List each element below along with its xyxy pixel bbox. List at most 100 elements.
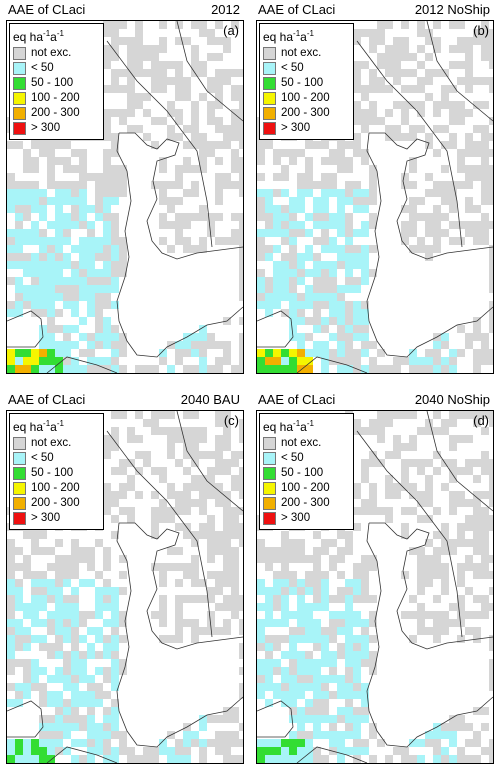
grid-cell [369, 555, 377, 563]
grid-cell [175, 109, 183, 117]
grid-cell [257, 277, 265, 285]
grid-cell [31, 635, 39, 643]
grid-cell [257, 643, 265, 651]
grid-cell [449, 547, 457, 555]
grid-cell [473, 595, 481, 603]
grid-cell [7, 181, 15, 189]
grid-cell [71, 603, 79, 611]
grid-cell [63, 341, 71, 349]
grid-cell [23, 571, 31, 579]
grid-cell [191, 53, 199, 61]
grid-cell [481, 539, 489, 547]
grid-cell [329, 691, 337, 699]
grid-cell [167, 197, 175, 205]
grid-cell [329, 555, 337, 563]
grid-cell [489, 739, 493, 747]
grid-cell [231, 571, 239, 579]
grid-cell [289, 237, 297, 245]
map-canvas [257, 411, 493, 763]
grid-cell [369, 213, 377, 221]
grid-cell [111, 627, 119, 635]
grid-cell [305, 365, 313, 373]
grid-cell [313, 603, 321, 611]
legend-swatch [263, 62, 276, 75]
grid-cell [183, 85, 191, 93]
grid-cell [409, 245, 417, 253]
grid-cell [239, 245, 243, 253]
grid-cell [183, 739, 191, 747]
grid-cell [353, 723, 361, 731]
grid-cell [321, 365, 329, 373]
grid-cell [321, 205, 329, 213]
grid-cell [239, 261, 243, 269]
grid-cell [79, 237, 87, 245]
grid-cell [321, 269, 329, 277]
grid-cell [71, 547, 79, 555]
grid-cell [15, 197, 23, 205]
grid-cell [39, 325, 47, 333]
grid-cell [281, 691, 289, 699]
grid-cell [305, 755, 313, 763]
grid-cell [369, 611, 377, 619]
grid-cell [183, 483, 191, 491]
grid-cell [345, 285, 353, 293]
grid-cell [191, 411, 199, 419]
grid-cell [329, 237, 337, 245]
grid-cell [265, 667, 273, 675]
grid-cell [159, 77, 167, 85]
grid-cell [63, 221, 71, 229]
grid-cell [127, 101, 135, 109]
grid-cell [473, 77, 481, 85]
grid-cell [361, 651, 369, 659]
border-line [106, 430, 213, 638]
grid-cell [417, 125, 425, 133]
grid-cell [231, 523, 239, 531]
grid-cell [353, 683, 361, 691]
grid-cell [87, 715, 95, 723]
grid-cell [265, 349, 273, 357]
grid-cell [63, 595, 71, 603]
grid-cell [297, 149, 305, 157]
grid-cell [345, 157, 353, 165]
grid-cell [297, 221, 305, 229]
grid-cell [297, 341, 305, 349]
legend-item: 50 - 100 [13, 76, 100, 91]
grid-cell [231, 149, 239, 157]
grid-cell [55, 181, 63, 189]
grid-cell [353, 69, 361, 77]
grid-cell [63, 651, 71, 659]
grid-cell [15, 237, 23, 245]
grid-cell [71, 635, 79, 643]
grid-cell [231, 69, 239, 77]
grid-cell [481, 547, 489, 555]
grid-cell [55, 699, 63, 707]
grid-cell [79, 181, 87, 189]
grid-cell [23, 181, 31, 189]
grid-cell [473, 571, 481, 579]
grid-cell [433, 451, 441, 459]
border-line [176, 21, 243, 122]
grid-cell [151, 117, 159, 125]
grid-cell [87, 365, 95, 373]
grid-cell [87, 547, 95, 555]
grid-cell [449, 539, 457, 547]
grid-cell [31, 547, 39, 555]
grid-cell [465, 459, 473, 467]
grid-cell [55, 739, 63, 747]
grid-cell [257, 683, 265, 691]
grid-cell [297, 579, 305, 587]
grid-cell [71, 571, 79, 579]
grid-cell [281, 293, 289, 301]
grid-cell [39, 293, 47, 301]
grid-cell [281, 739, 289, 747]
grid-cell [135, 93, 143, 101]
grid-cell [449, 117, 457, 125]
grid-cell [433, 205, 441, 213]
grid-cell [79, 755, 87, 763]
grid-cell [257, 357, 265, 365]
grid-cell [449, 507, 457, 515]
grid-cell [297, 747, 305, 755]
grid-cell [361, 619, 369, 627]
grid-cell [489, 411, 493, 419]
grid-cell [353, 707, 361, 715]
